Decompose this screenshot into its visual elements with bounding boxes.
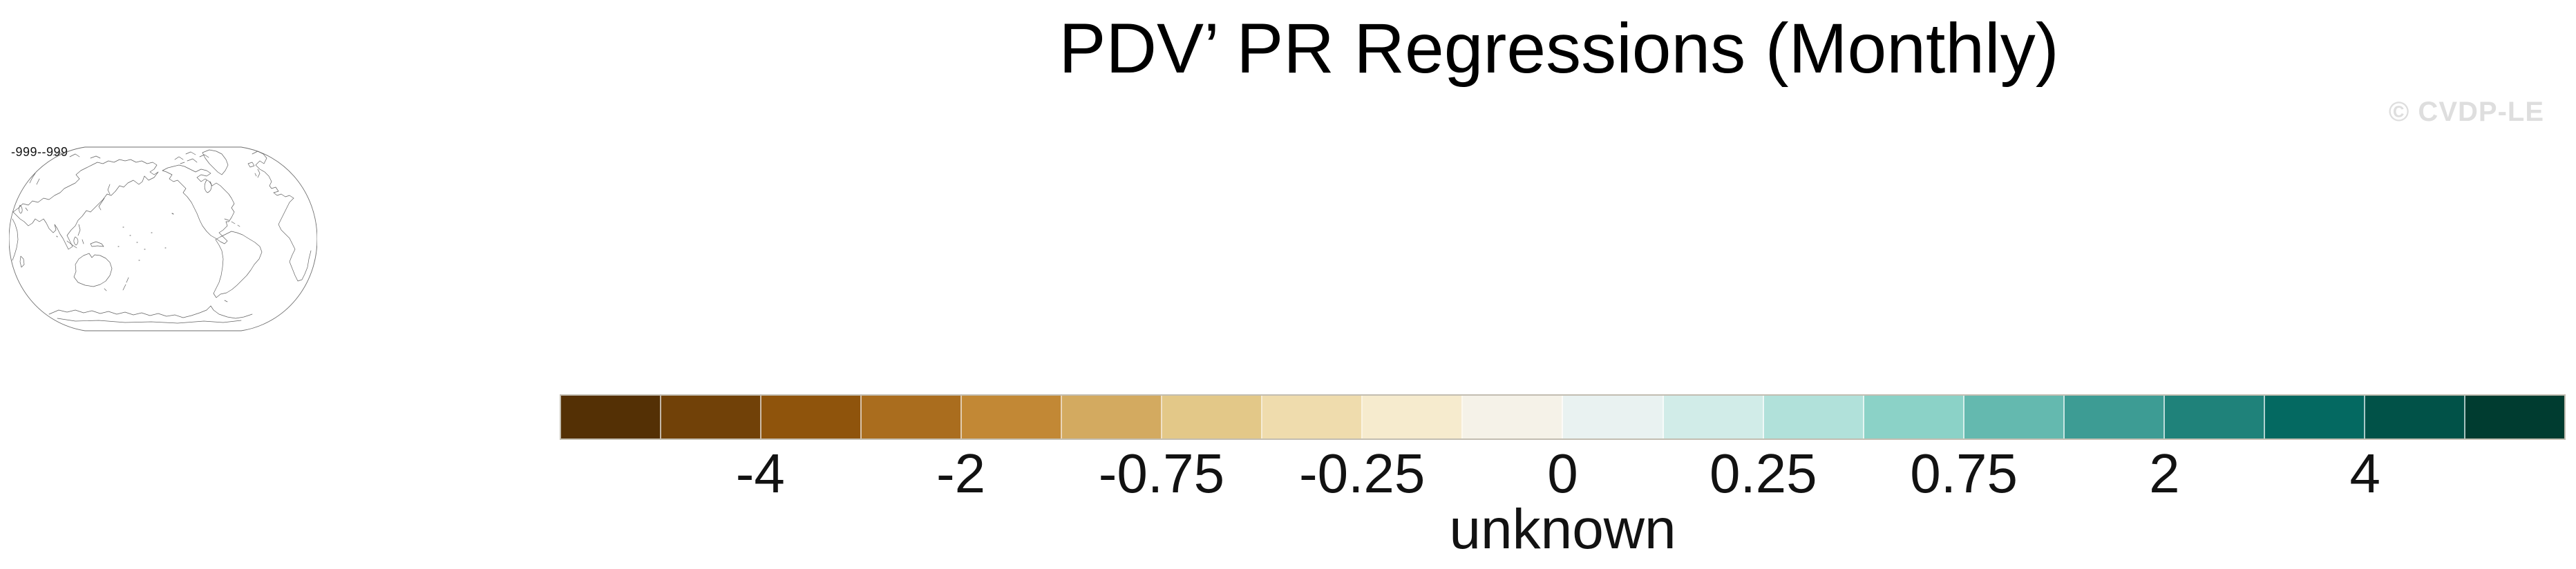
colorbar-cell xyxy=(561,396,662,438)
colorbar-units-label: unknown xyxy=(1449,498,1676,561)
world-map-panel xyxy=(9,144,317,334)
colorbar-tick-label: -2 xyxy=(936,443,986,504)
colorbar-tick-label: 0 xyxy=(1547,443,1578,504)
coastline-eurasia xyxy=(12,159,159,250)
world-map-icon xyxy=(9,146,317,331)
coastline-iceland-uk xyxy=(247,162,261,178)
colorbar-tick-label: 4 xyxy=(2349,443,2380,504)
colorbar-cell xyxy=(1062,396,1163,438)
colorbar-cell xyxy=(962,396,1063,438)
coastline-inland-seas xyxy=(19,204,28,214)
coastline-new-zealand xyxy=(122,277,129,291)
colorbar-cell xyxy=(1463,396,1564,438)
coastline-caribbean xyxy=(224,218,240,227)
colorbar-cell xyxy=(1864,396,1964,438)
colorbar-cell xyxy=(2264,396,2365,438)
colorbar-labels: -4 -2 -0.75 -0.25 0 0.25 0.75 2 4 unknow… xyxy=(560,446,2566,569)
colorbar-cell xyxy=(761,396,862,438)
colorbar-cell xyxy=(2064,396,2165,438)
colorbar-cell xyxy=(862,396,963,438)
colorbar-tick-label: 0.75 xyxy=(1910,443,2018,504)
colorbar-cell xyxy=(1964,396,2065,438)
coastline-europe xyxy=(252,151,294,199)
colorbar-tick-label: -0.25 xyxy=(1299,443,1426,504)
colorbar-tick-label: -4 xyxy=(735,443,785,504)
coastline-hudson-bay xyxy=(204,180,212,193)
colorbar-cell xyxy=(1363,396,1464,438)
colorbar-cell xyxy=(2465,396,2564,438)
colorbar-cell xyxy=(1162,396,1263,438)
coastline-africa-left-sliver xyxy=(12,218,25,268)
colorbar-cell xyxy=(1563,396,1664,438)
colorbar-tick-label: 2 xyxy=(2149,443,2180,504)
projection-outline xyxy=(9,146,317,331)
coastline-africa xyxy=(278,197,312,282)
colorbar-cell xyxy=(1763,396,1864,438)
colorbar xyxy=(560,394,2566,440)
colorbar-cell xyxy=(2365,396,2465,438)
coastline-north-america xyxy=(162,164,235,244)
page-title: PDV’ PR Regressions (Monthly) xyxy=(1059,9,2059,88)
coastline-arctic-islands xyxy=(29,152,101,185)
coastline-pacific-islands xyxy=(56,213,174,261)
coastline-maritime-sea xyxy=(66,224,104,249)
colorbar-cell xyxy=(1663,396,1764,438)
colorbar-cell xyxy=(661,396,762,438)
coastline-australia xyxy=(73,253,113,291)
cvdp-watermark: © CVDP-LE xyxy=(2388,97,2544,127)
coastline-antarctica xyxy=(48,305,253,324)
coastline-canadian-archipelago xyxy=(174,151,209,164)
colorbar-cell xyxy=(1262,396,1363,438)
coastlines xyxy=(12,149,312,324)
coastline-south-america xyxy=(213,231,263,302)
colorbar-tick-label: -0.75 xyxy=(1098,443,1225,504)
colorbar-cell xyxy=(2164,396,2265,438)
coastline-greenland xyxy=(202,149,229,175)
colorbar-tick-label: 0.25 xyxy=(1709,443,1817,504)
coastline-japan xyxy=(98,184,111,211)
